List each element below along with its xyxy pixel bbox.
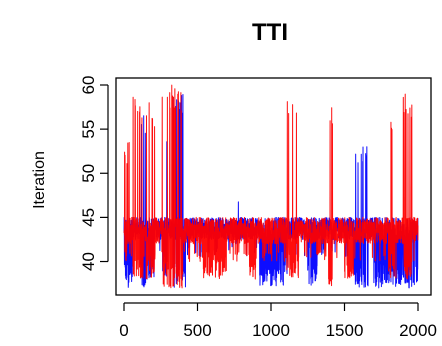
x-tick-label: 0: [119, 321, 128, 340]
y-tick-label: 60: [79, 76, 98, 95]
y-tick-label: 45: [79, 208, 98, 227]
y-tick-label: 40: [79, 252, 98, 271]
y-axis-label: Iteration: [31, 151, 48, 209]
plot-frame: [115, 77, 432, 296]
x-tick-label: 2000: [399, 321, 437, 340]
x-tick-label: 500: [183, 321, 211, 340]
trace-series-2: [123, 84, 419, 289]
y-tick-label: 55: [79, 120, 98, 139]
plot-area: 0 500 1000 1500 2000 40 45 50 55 60: [79, 76, 437, 340]
chart-title: TTI: [252, 19, 288, 46]
x-tick-label: 1500: [326, 321, 364, 340]
x-tick-label: 1000: [252, 321, 290, 340]
y-tick-label: 50: [79, 164, 98, 183]
